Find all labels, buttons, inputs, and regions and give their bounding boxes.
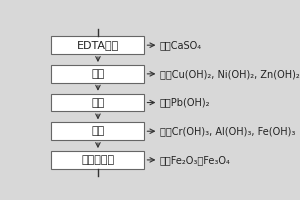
- FancyBboxPatch shape: [52, 36, 145, 54]
- Text: 解离CaSO₄: 解离CaSO₄: [160, 40, 202, 50]
- Text: 解离Fe₂O₃、Fe₃O₄: 解离Fe₂O₃、Fe₃O₄: [160, 155, 230, 165]
- Text: EDTA溶液: EDTA溶液: [77, 40, 119, 50]
- Text: 稀酸: 稀酸: [91, 98, 105, 108]
- FancyBboxPatch shape: [52, 65, 145, 83]
- Text: 浓酸: 浓酸: [91, 126, 105, 136]
- FancyBboxPatch shape: [52, 151, 145, 169]
- FancyBboxPatch shape: [52, 94, 145, 111]
- Text: 氨水: 氨水: [91, 69, 105, 79]
- Text: 解离Pb(OH)₂: 解离Pb(OH)₂: [160, 98, 210, 108]
- Text: 浓酸，加热: 浓酸，加热: [81, 155, 115, 165]
- Text: 解离Cu(OH)₂, Ni(OH)₂, Zn(OH)₂: 解离Cu(OH)₂, Ni(OH)₂, Zn(OH)₂: [160, 69, 299, 79]
- FancyBboxPatch shape: [52, 122, 145, 140]
- Text: 解离Cr(OH)₃, Al(OH)₃, Fe(OH)₃: 解离Cr(OH)₃, Al(OH)₃, Fe(OH)₃: [160, 126, 295, 136]
